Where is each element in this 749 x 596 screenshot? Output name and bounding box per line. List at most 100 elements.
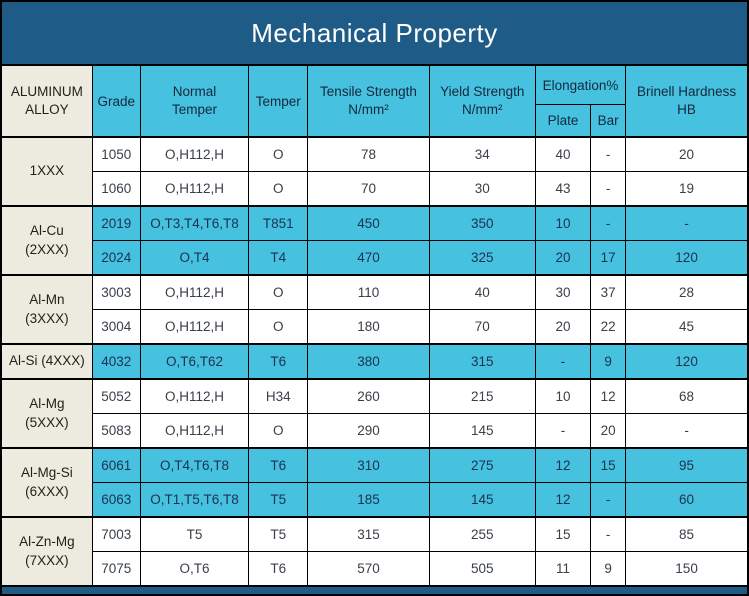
cell-plate: 20 xyxy=(534,309,592,345)
cell-temper: O xyxy=(248,171,309,207)
row-4032: Al-Si (4XXX) 4032 O,T6,T62 T6 380 315 - … xyxy=(0,343,749,380)
header-brinell-hardness-line2: HB xyxy=(677,102,696,117)
header-yield-strength-line2: N/mm² xyxy=(462,102,503,117)
cell-alloy-5xxx: Al-Mg (5XXX) xyxy=(0,378,93,449)
cell-tensile: 290 xyxy=(307,413,430,449)
cell-tensile: 110 xyxy=(307,274,430,310)
cell-tensile: 470 xyxy=(307,240,430,276)
cell-tensile: 380 xyxy=(307,343,430,380)
header-tensile-strength-line1: Tensile Strength xyxy=(320,83,417,99)
cell-grade: 3003 xyxy=(91,274,141,310)
cell-yield: 30 xyxy=(428,171,536,207)
row-1060: 1060 O,H112,H O 70 30 43 - 19 xyxy=(1,171,749,207)
cell-bar: - xyxy=(590,136,627,172)
cell-temper: O xyxy=(248,413,309,449)
header-aluminum-alloy: ALUMINUM ALLOY xyxy=(0,64,93,138)
cell-normal-temper: O,H112,H xyxy=(139,136,250,172)
header-aluminum-alloy-line2: ALLOY xyxy=(25,102,69,117)
cell-tensile: 70 xyxy=(307,171,430,207)
row-6063: 6063 O,T1,T5,T6,T8 T5 185 145 12 - 60 xyxy=(1,482,749,518)
header-bar: Bar xyxy=(590,104,627,138)
cell-alloy-6xxx: Al-Mg-Si (6XXX) xyxy=(0,447,93,518)
cell-tensile: 78 xyxy=(307,136,430,172)
alloy-line1: Al-Mg-Si xyxy=(20,465,73,481)
cell-grade: 2024 xyxy=(91,240,141,276)
cell-bar: - xyxy=(590,171,627,207)
cell-yield: 255 xyxy=(428,516,536,552)
cell-normal-temper: O,T6,T62 xyxy=(139,343,250,380)
cell-yield: 40 xyxy=(428,274,536,310)
cell-brinell: 45 xyxy=(625,309,749,345)
cell-temper: T6 xyxy=(248,447,309,483)
row-2024: 2024 O,T4 T4 470 325 20 17 120 xyxy=(1,240,749,276)
cell-alloy-3xxx: Al-Mn (3XXX) xyxy=(0,274,93,345)
cell-tensile: 450 xyxy=(307,205,430,241)
header-temper: Temper xyxy=(248,64,309,138)
cell-grade: 2019 xyxy=(91,205,141,241)
row-6061: Al-Mg-Si (6XXX) 6061 O,T4,T6,T8 T6 310 2… xyxy=(0,447,749,518)
cell-normal-temper: O,H112,H xyxy=(139,413,250,449)
header-grade: Grade xyxy=(91,64,141,138)
header-brinell-hardness-line1: Brinell Hardness xyxy=(637,83,737,99)
cell-grade: 5083 xyxy=(91,413,141,449)
cell-brinell: - xyxy=(625,413,749,449)
mechanical-property-table: ALUMINUM ALLOY Grade Normal Temper Tempe… xyxy=(0,64,749,587)
row-5052: Al-Mg (5XXX) 5052 O,H112,H H34 260 215 1… xyxy=(0,378,749,449)
cell-alloy-1xxx: 1XXX xyxy=(0,136,93,207)
cell-grade: 4032 xyxy=(91,343,141,380)
row-5083: 5083 O,H112,H O 290 145 - 20 - xyxy=(1,413,749,449)
alloy-line1: Al-Si (4XXX) xyxy=(8,353,85,369)
cell-brinell: 20 xyxy=(625,136,749,172)
cell-brinell: 19 xyxy=(625,171,749,207)
cell-temper: T5 xyxy=(248,516,309,552)
cell-yield: 215 xyxy=(428,378,536,414)
header-normal-temper-line1: Normal xyxy=(172,83,217,99)
cell-yield: 34 xyxy=(428,136,536,172)
cell-grade: 1050 xyxy=(91,136,141,172)
cell-brinell: 28 xyxy=(625,274,749,310)
cell-bar: 15 xyxy=(590,447,627,483)
cell-bar: 9 xyxy=(590,343,627,380)
cell-brinell: - xyxy=(625,205,749,241)
header-normal-temper: Normal Temper xyxy=(139,64,250,138)
header-aluminum-alloy-line1: ALUMINUM xyxy=(10,83,83,99)
header-elongation: Elongation% xyxy=(534,64,627,105)
cell-yield: 315 xyxy=(428,343,536,380)
cell-grade: 5052 xyxy=(91,378,141,414)
header-brinell-hardness: Brinell Hardness HB xyxy=(625,64,749,138)
alloy-line2: (7XXX) xyxy=(25,552,69,568)
cell-bar: 12 xyxy=(590,378,627,414)
cell-yield: 145 xyxy=(428,482,536,518)
cell-plate: 30 xyxy=(534,274,592,310)
cell-tensile: 315 xyxy=(307,516,430,552)
cell-plate: 15 xyxy=(534,516,592,552)
cell-brinell: 120 xyxy=(625,343,749,380)
cell-plate: 20 xyxy=(534,240,592,276)
cell-temper: T851 xyxy=(248,205,309,241)
cell-temper: O xyxy=(248,274,309,310)
cell-bar: 17 xyxy=(590,240,627,276)
title-bar: Mechanical Property xyxy=(0,0,749,64)
page-title: Mechanical Property xyxy=(251,17,498,48)
alloy-line1: Al-Zn-Mg xyxy=(19,534,75,550)
cell-temper: O xyxy=(248,309,309,345)
alloy-line1: Al-Mg xyxy=(29,396,65,412)
cell-normal-temper: O,T1,T5,T6,T8 xyxy=(139,482,250,518)
cell-grade: 3004 xyxy=(91,309,141,345)
cell-normal-temper: O,H112,H xyxy=(139,274,250,310)
cell-tensile: 260 xyxy=(307,378,430,414)
cell-plate: 10 xyxy=(534,205,592,241)
cell-brinell: 150 xyxy=(625,551,749,587)
row-3004: 3004 O,H112,H O 180 70 20 22 45 xyxy=(1,309,749,345)
cell-normal-temper: O,T4 xyxy=(139,240,250,276)
cell-tensile: 185 xyxy=(307,482,430,518)
header-tensile-strength: Tensile Strength N/mm² xyxy=(307,64,430,138)
header-row-top: ALUMINUM ALLOY Grade Normal Temper Tempe… xyxy=(0,64,749,138)
cell-yield: 325 xyxy=(428,240,536,276)
cell-grade: 6061 xyxy=(91,447,141,483)
alloy-line1: Al-Mn xyxy=(29,292,65,308)
row-1050: 1XXX 1050 O,H112,H O 78 34 40 - 20 xyxy=(0,136,749,207)
cell-bar: - xyxy=(590,516,627,552)
cell-grade: 7003 xyxy=(91,516,141,552)
cell-grade: 6063 xyxy=(91,482,141,518)
